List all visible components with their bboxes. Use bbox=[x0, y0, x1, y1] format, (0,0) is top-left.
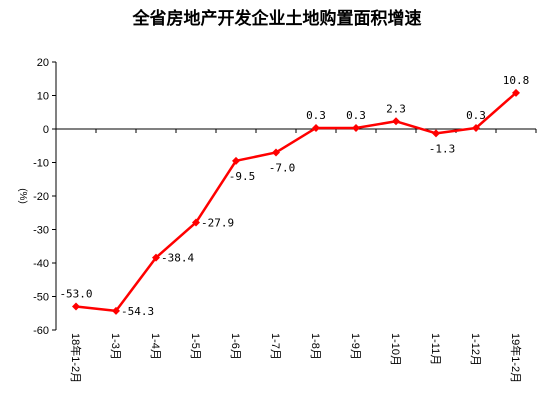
data-point-marker bbox=[272, 148, 280, 157]
x-tick-label: 1-6月 bbox=[229, 333, 241, 360]
x-tick-label: 19年1-2月 bbox=[509, 333, 523, 383]
y-tick-label: -40 bbox=[33, 258, 49, 270]
x-tick-label: 1-9月 bbox=[349, 333, 361, 360]
x-tick-label: 1-4月 bbox=[149, 333, 161, 360]
x-tick-label: 1-5月 bbox=[189, 333, 201, 360]
chart-title: 全省房地产开发企业土地购置面积增速 bbox=[132, 8, 422, 29]
x-tick-label: 1-12月 bbox=[469, 333, 481, 366]
data-label: -38.4 bbox=[161, 252, 194, 265]
data-label: -27.9 bbox=[201, 216, 234, 229]
data-point-marker bbox=[312, 123, 320, 132]
data-label: -1.3 bbox=[429, 142, 456, 155]
y-tick-label: -10 bbox=[33, 158, 49, 170]
y-tick-label: 20 bbox=[37, 57, 49, 69]
data-point-marker bbox=[432, 129, 440, 138]
data-label: 0.3 bbox=[306, 109, 326, 122]
data-point-marker bbox=[112, 306, 120, 315]
data-point-marker bbox=[472, 123, 480, 132]
x-tick-label: 1-3月 bbox=[109, 333, 121, 360]
x-tick-label: 18年1-2月 bbox=[69, 333, 83, 383]
y-tick-label: -20 bbox=[33, 191, 49, 203]
data-label: 0.3 bbox=[466, 109, 486, 122]
y-tick-label: -30 bbox=[33, 225, 49, 237]
data-label: 0.3 bbox=[346, 109, 366, 122]
series-marks: -53.0 -54.3 -38.4 -27.9 -9.5 -7.0 0.3 0.3 2.3 -1.… bbox=[59, 74, 529, 318]
y-tick-label: 10 bbox=[37, 91, 49, 103]
data-point-marker bbox=[232, 156, 240, 165]
data-label: -54.3 bbox=[121, 305, 154, 318]
x-tick-label: 1-10月 bbox=[389, 333, 401, 366]
data-label: 2.3 bbox=[386, 102, 406, 115]
data-label: -7.0 bbox=[269, 161, 296, 174]
series-line bbox=[75, 91, 517, 313]
y-tick-label: -50 bbox=[33, 292, 49, 304]
data-label: -53.0 bbox=[59, 288, 92, 301]
x-tick-label: 1-11月 bbox=[429, 333, 441, 365]
data-label: -9.5 bbox=[229, 170, 256, 183]
y-tick-label: 0 bbox=[43, 124, 49, 136]
data-point-marker bbox=[72, 302, 80, 311]
data-point-marker bbox=[192, 218, 200, 227]
data-point-marker bbox=[352, 123, 360, 132]
y-axis-label: (%) bbox=[17, 188, 28, 204]
x-tick-label: 1-8月 bbox=[309, 333, 321, 360]
y-tick-label: -60 bbox=[33, 325, 49, 337]
data-point-marker bbox=[512, 88, 520, 97]
data-point-marker bbox=[392, 117, 400, 126]
data-label: 10.8 bbox=[503, 74, 530, 87]
axes: 20 10 0 -10 -20 -30 -40 -50 -60 18年1-2月 1-3月 1-4月 1-… bbox=[33, 57, 537, 383]
data-point-marker bbox=[152, 253, 160, 262]
x-tick-label: 1-7月 bbox=[269, 333, 281, 360]
